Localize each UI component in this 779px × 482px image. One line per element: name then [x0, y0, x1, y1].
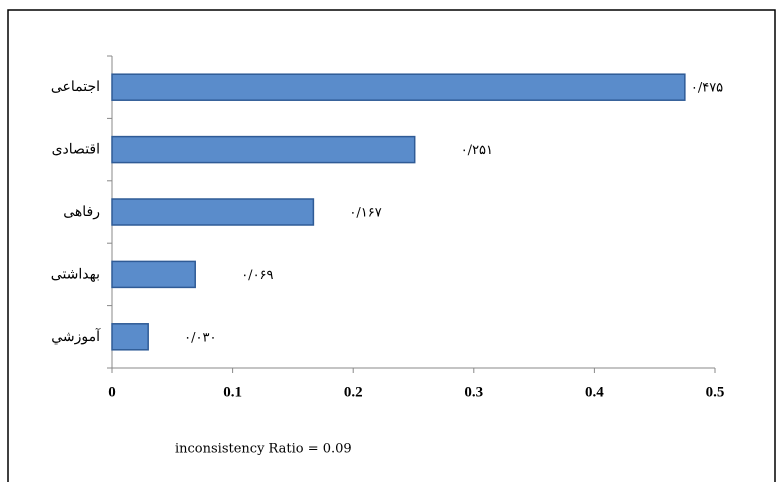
x-tick-label: 0.3 [464, 384, 483, 400]
bar [111, 135, 416, 164]
y-tick-label: اقتصادی [52, 142, 100, 158]
x-tick-label: 0.1 [223, 384, 242, 400]
bar [111, 323, 149, 351]
y-tick-label: بهداشتی [51, 266, 100, 282]
value-label: ۰/۲۵۱ [461, 143, 493, 158]
bar [111, 73, 686, 101]
x-tick-label: 0.5 [706, 384, 725, 400]
y-tick-label: رفاهی [63, 204, 100, 220]
bar [111, 260, 196, 289]
value-label: ۰/۴۷۵ [691, 81, 723, 96]
x-tick-label: 0.2 [344, 384, 363, 400]
bar [111, 198, 315, 226]
x-tick-label: 0 [108, 384, 116, 400]
value-label: ۰/۰۳۰ [184, 330, 216, 345]
x-tick-label: 0.4 [585, 384, 604, 400]
value-label: ۰/۰۶۹ [241, 268, 273, 283]
annotation: inconsistency Ratio = 0.09 [175, 442, 352, 457]
y-tick-label: آموزشي [51, 327, 101, 345]
y-tick-label: اجتماعی [51, 79, 100, 95]
value-label: ۰/۱۶۷ [349, 206, 381, 221]
